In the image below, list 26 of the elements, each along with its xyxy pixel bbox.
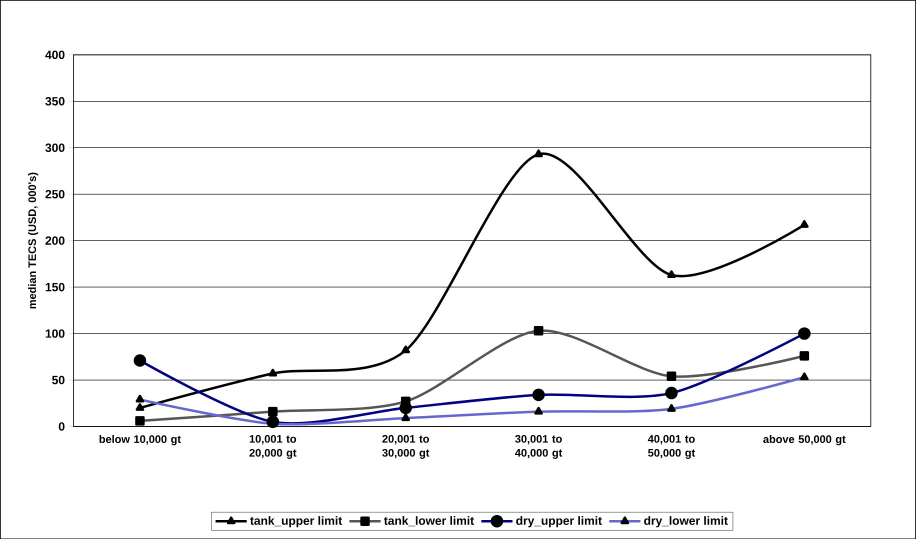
y-tick-label: 200 — [45, 236, 64, 245]
y-tick-label: 400 — [45, 50, 64, 59]
point — [401, 345, 410, 354]
y-tick-label: 0 — [58, 422, 64, 431]
point — [268, 368, 278, 376]
x-tick-label: 30,001 to 40,000 gt — [515, 434, 562, 459]
y-tick-label: 350 — [45, 96, 64, 106]
legend-label: dry_upper limit — [516, 516, 602, 528]
x-tick-label: 40,001 to 50,000 gt — [648, 434, 696, 459]
y-axis-title: median TECS (USD, 000's) — [28, 172, 38, 308]
y-tick-label: 250 — [45, 190, 64, 198]
point — [534, 149, 543, 158]
x-tick-label: 20,001 to 30,000 gt — [382, 434, 430, 459]
legend-label: dry_lower limit — [644, 516, 728, 528]
x-tick-label: 10,001 to 20,000 gt — [249, 434, 296, 459]
legend-label: tank_upper limit — [250, 516, 342, 528]
legend-label: tank_lower limit — [384, 516, 474, 526]
y-tick-label: 100 — [46, 329, 64, 338]
y-tick-label: 50 — [52, 376, 64, 384]
y-tick-label: 150 — [46, 282, 64, 292]
x-tick-label: below 10,000 gt — [100, 434, 181, 446]
point — [667, 270, 676, 278]
y-tick-label: 300 — [45, 143, 64, 152]
point — [136, 402, 144, 411]
x-tick-label: above 50,000 gt — [763, 434, 846, 446]
point — [800, 220, 809, 228]
